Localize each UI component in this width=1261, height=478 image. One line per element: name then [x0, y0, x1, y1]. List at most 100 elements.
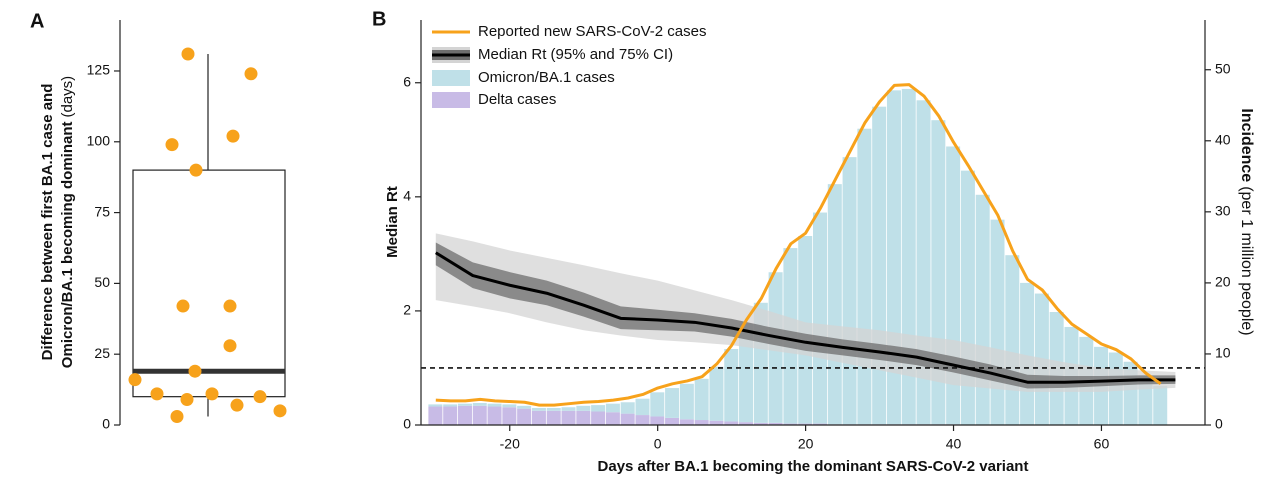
bar-omicron [827, 184, 842, 425]
bar-delta [605, 412, 620, 425]
x-tick-label: -20 [500, 436, 520, 452]
y-tick-label: 2 [403, 302, 411, 318]
panel-letter: B [372, 8, 386, 30]
bar-delta [517, 408, 532, 425]
point [273, 404, 287, 418]
bar-delta [591, 411, 606, 425]
bar-omicron [990, 219, 1005, 425]
legend-label: Delta cases [478, 91, 556, 108]
bar-delta [443, 406, 458, 425]
bar-omicron [487, 403, 502, 407]
x-tick-label: 20 [798, 436, 814, 452]
y2-axis-label-unit: (per 1 million people) [1238, 186, 1255, 335]
point [226, 129, 240, 143]
bar-delta [635, 415, 650, 425]
point [188, 364, 202, 378]
bar-omicron [665, 388, 680, 418]
legend-label: Reported new SARS-CoV-2 cases [478, 23, 706, 40]
bar-omicron [620, 402, 635, 414]
bar-omicron [842, 157, 857, 425]
bar-delta [531, 410, 546, 425]
y2-tick-label: 10 [1215, 345, 1231, 361]
bar-delta [724, 421, 739, 425]
point [165, 138, 179, 152]
bar-delta [709, 420, 724, 425]
bar-delta [457, 405, 472, 425]
point [170, 410, 184, 424]
x-tick-label: 60 [1094, 436, 1110, 452]
y-tick-label: 0 [102, 416, 110, 432]
x-tick-label: 40 [946, 436, 962, 452]
median-rt-line [435, 251, 1176, 384]
bar-delta [561, 410, 576, 425]
y2-tick-label: 20 [1215, 274, 1231, 290]
bar-omicron [502, 404, 517, 408]
bar-omicron [724, 348, 739, 422]
bar-omicron [561, 407, 576, 411]
panel-letter: A [30, 10, 44, 32]
y-axis-label: Difference between first BA.1 case and [39, 84, 56, 361]
point [230, 398, 244, 412]
point [223, 299, 237, 313]
bar-omicron [886, 90, 901, 425]
bar-omicron [694, 378, 709, 421]
y2-tick-label: 40 [1215, 131, 1231, 147]
y-tick-label: 75 [94, 203, 110, 219]
point [128, 373, 142, 387]
bar-omicron [546, 407, 561, 411]
bar-delta [694, 420, 709, 425]
y-axis-label-part: Omicron/BA.1 becoming dominant [59, 121, 76, 368]
bar-omicron [576, 405, 591, 411]
bar-omicron [739, 324, 754, 423]
bar-omicron [428, 404, 443, 407]
bar-omicron [605, 403, 620, 413]
point [181, 47, 195, 61]
bar-delta [665, 417, 680, 425]
point [180, 393, 194, 407]
y-tick-label: 25 [94, 345, 110, 361]
bar-delta [813, 423, 827, 425]
bar-delta [502, 407, 517, 425]
x-tick-label: 0 [654, 436, 662, 452]
bar-omicron [709, 366, 724, 421]
y-tick-label: 100 [87, 132, 111, 148]
y2-tick-label: 30 [1215, 203, 1231, 219]
bar-delta [798, 423, 813, 425]
y-tick-label: 0 [403, 416, 411, 432]
bar-delta [620, 413, 635, 425]
y-tick-label: 50 [94, 274, 110, 290]
y2-tick-label: 0 [1215, 416, 1223, 432]
bar-omicron [591, 405, 606, 412]
bar-omicron [975, 194, 990, 425]
bar-delta [739, 422, 754, 425]
y-axis-label: Omicron/BA.1 becoming dominant (days) [59, 76, 76, 368]
bar-delta [679, 419, 694, 425]
y-tick-label: 125 [87, 62, 111, 78]
y2-tick-label: 50 [1215, 60, 1231, 76]
point [244, 67, 258, 81]
x-axis-label: Days after BA.1 becoming the dominant SA… [598, 458, 1029, 475]
y-tick-label: 6 [403, 73, 411, 89]
cases-line [435, 83, 1162, 407]
legend-swatch [432, 92, 470, 108]
bar-delta [428, 406, 443, 425]
y-tick-label: 4 [403, 188, 411, 204]
bar-delta [768, 422, 783, 425]
bar-delta [576, 410, 591, 425]
point [205, 387, 219, 401]
bar-delta [650, 416, 665, 425]
point [223, 339, 237, 353]
bar-omicron [679, 383, 694, 420]
bar-delta [753, 422, 768, 425]
bar-omicron [857, 128, 872, 425]
y2-axis-label-part: Incidence [1238, 108, 1255, 182]
bar-omicron [457, 403, 472, 406]
bar-omicron [1020, 282, 1035, 425]
bar-omicron [1005, 255, 1020, 425]
ci75-band [435, 242, 1176, 389]
box [132, 169, 286, 398]
bar-omicron [1153, 385, 1168, 425]
point [150, 387, 164, 401]
legend-label: Omicron/BA.1 cases [478, 69, 615, 86]
ci95-band [435, 233, 1176, 392]
